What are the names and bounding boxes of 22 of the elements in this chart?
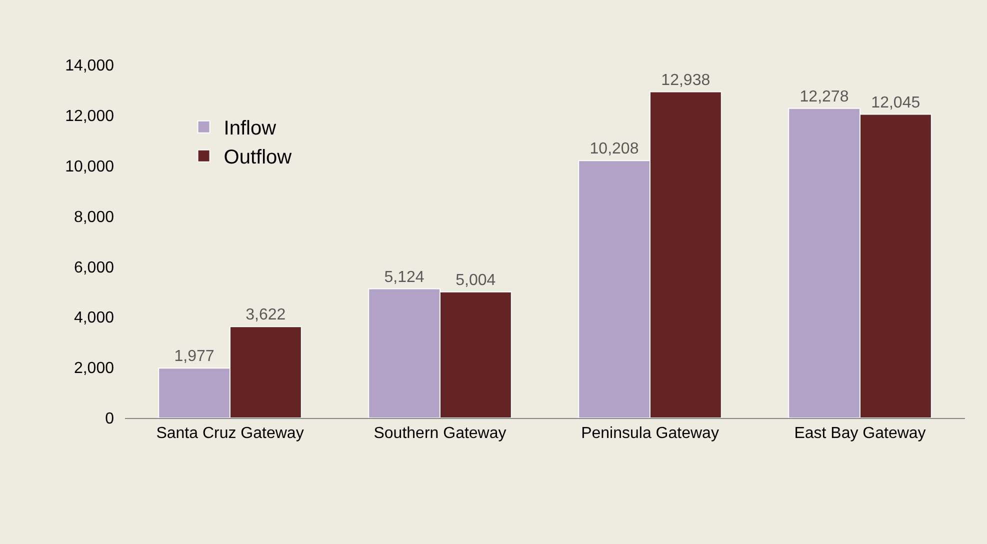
data-label: 5,004 xyxy=(456,272,496,289)
data-label: 3,622 xyxy=(246,306,286,324)
data-label: 5,124 xyxy=(384,268,424,286)
x-tick-label: East Bay Gateway xyxy=(794,425,926,442)
data-label: 12,278 xyxy=(800,88,849,106)
y-tick-label: 10,000 xyxy=(65,158,114,176)
data-label: 12,938 xyxy=(661,72,710,89)
y-tick-label: 12,000 xyxy=(65,108,114,126)
legend-label: Inflow xyxy=(224,118,277,140)
x-tick-label: Peninsula Gateway xyxy=(581,425,719,442)
data-label: 1,977 xyxy=(174,348,214,366)
y-tick-label: 8,000 xyxy=(74,208,114,226)
y-tick-label: 14,000 xyxy=(65,58,114,75)
legend-label: Outflow xyxy=(224,146,292,169)
y-tick-label: 2,000 xyxy=(74,360,114,378)
y-tick-label: 4,000 xyxy=(74,310,114,327)
y-tick-label: 0 xyxy=(105,410,114,428)
x-tick-label: Southern Gateway xyxy=(374,425,506,442)
y-tick-label: 6,000 xyxy=(74,259,114,276)
x-tick-label: Santa Cruz Gateway xyxy=(156,425,304,442)
data-label: 12,045 xyxy=(871,94,920,112)
data-label: 10,208 xyxy=(590,140,639,158)
